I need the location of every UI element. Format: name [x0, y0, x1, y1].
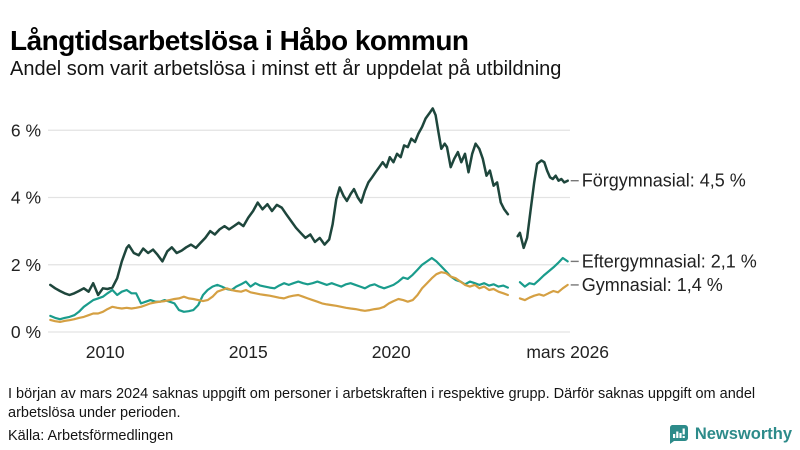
line-forgymnasial — [49, 107, 510, 297]
line-gymnasial — [49, 271, 509, 323]
chart-subtitle: Andel som varit arbetslösa i minst ett å… — [10, 58, 562, 80]
line-eftergymnasial — [518, 256, 569, 288]
logo-bar-1 — [672, 434, 676, 438]
newsworthy-brand: Newsworthy — [668, 424, 792, 444]
y-tick-label: 4 % — [11, 188, 41, 208]
x-tick-label: 2010 — [86, 342, 125, 362]
y-tick-label: 0 % — [11, 322, 41, 342]
series-end-label-forgymnasial: Förgymnasial: 4,5 % — [582, 171, 746, 191]
logo-bar-3 — [679, 433, 682, 438]
x-tick-label: 2020 — [372, 342, 411, 362]
line-gymnasial — [518, 283, 569, 302]
x-tick-label: 2015 — [229, 342, 268, 362]
brand-name: Newsworthy — [694, 424, 792, 443]
series-end-label-eftergymnasial: Eftergymnasial: 2,1 % — [582, 251, 757, 271]
x-tick-label: mars 2026 — [526, 342, 609, 362]
source-credit: Källa: Arbetsförmedlingen — [8, 428, 174, 444]
logo-bubble — [669, 425, 688, 444]
y-tick-label: 6 % — [11, 120, 41, 140]
logo-bar-2 — [676, 431, 679, 438]
logo-exclaim-bar — [682, 428, 685, 435]
series-end-label-gymnasial: Gymnasial: 1,4 % — [582, 275, 723, 295]
logo-exclaim-dot — [682, 436, 685, 438]
line-forgymnasial — [516, 159, 569, 250]
newsworthy-logo-icon — [669, 425, 688, 444]
page-title: Långtidsarbetslösa i Håbo kommun — [10, 24, 469, 56]
line-eftergymnasial — [49, 256, 509, 321]
y-tick-label: 2 % — [11, 255, 41, 275]
chart-footnote: I början av mars 2024 saknas uppgift om … — [8, 386, 756, 421]
